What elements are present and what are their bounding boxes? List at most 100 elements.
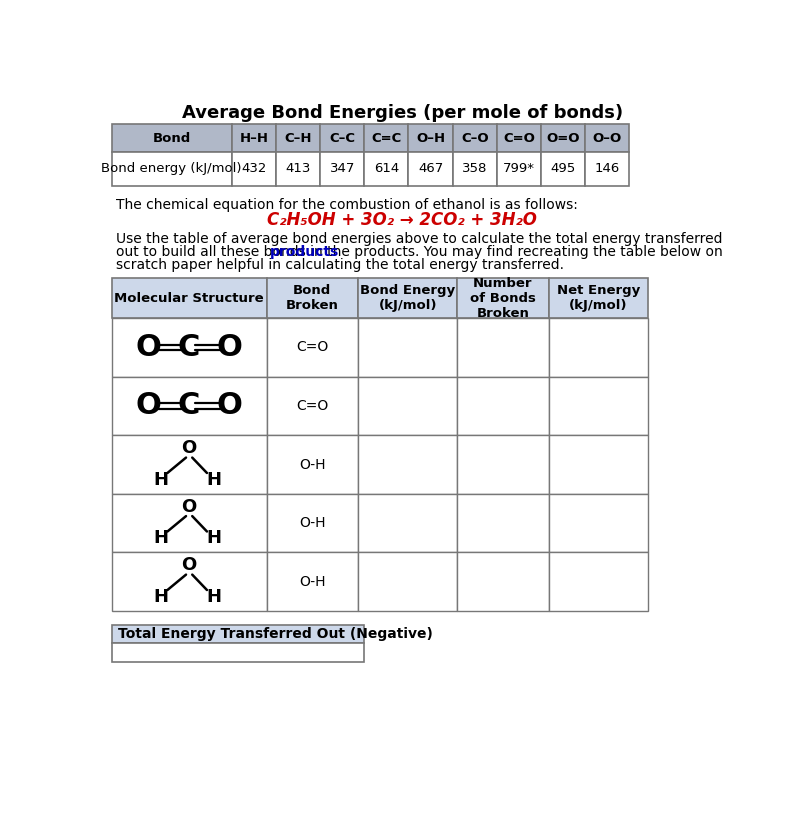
FancyBboxPatch shape — [453, 124, 497, 152]
FancyBboxPatch shape — [458, 435, 549, 494]
Text: C: C — [178, 392, 200, 421]
FancyBboxPatch shape — [112, 377, 266, 435]
FancyBboxPatch shape — [232, 124, 276, 152]
Text: C=O: C=O — [296, 399, 329, 413]
FancyBboxPatch shape — [112, 152, 232, 186]
Text: O: O — [217, 392, 242, 421]
FancyBboxPatch shape — [549, 435, 648, 494]
Text: 467: 467 — [418, 162, 443, 175]
Text: H: H — [153, 471, 168, 489]
Text: C=O: C=O — [503, 132, 535, 145]
Text: O=O: O=O — [546, 132, 580, 145]
Text: Total Energy Transferred Out (Negative): Total Energy Transferred Out (Negative) — [118, 627, 433, 641]
Text: O-H: O-H — [299, 458, 326, 472]
FancyBboxPatch shape — [276, 152, 320, 186]
Text: Use the table of average bond energies above to calculate the total energy trans: Use the table of average bond energies a… — [115, 232, 722, 246]
FancyBboxPatch shape — [409, 152, 453, 186]
Text: C: C — [178, 333, 200, 362]
Text: C=C: C=C — [371, 132, 402, 145]
FancyBboxPatch shape — [112, 278, 266, 319]
Text: 799*: 799* — [503, 162, 535, 175]
FancyBboxPatch shape — [266, 278, 358, 319]
Text: H: H — [153, 588, 168, 606]
FancyBboxPatch shape — [458, 552, 549, 611]
Text: H: H — [153, 529, 168, 547]
FancyBboxPatch shape — [458, 494, 549, 552]
FancyBboxPatch shape — [112, 643, 363, 662]
Text: 146: 146 — [594, 162, 620, 175]
Text: C=O: C=O — [296, 341, 329, 355]
Text: Average Bond Energies (per mole of bonds): Average Bond Energies (per mole of bonds… — [182, 104, 623, 122]
Text: O: O — [217, 333, 242, 362]
Text: O: O — [136, 333, 162, 362]
FancyBboxPatch shape — [364, 124, 409, 152]
FancyBboxPatch shape — [549, 377, 648, 435]
FancyBboxPatch shape — [266, 435, 358, 494]
Text: Bond: Bond — [153, 132, 191, 145]
Text: C–H: C–H — [284, 132, 312, 145]
Text: Bond Energy
(kJ/mol): Bond Energy (kJ/mol) — [360, 284, 455, 312]
Text: O–O: O–O — [593, 132, 622, 145]
FancyBboxPatch shape — [112, 494, 266, 552]
Text: Bond energy (kJ/mol): Bond energy (kJ/mol) — [102, 162, 242, 175]
FancyBboxPatch shape — [585, 152, 630, 186]
FancyBboxPatch shape — [276, 124, 320, 152]
Text: C–C: C–C — [329, 132, 355, 145]
Text: O-H: O-H — [299, 574, 326, 588]
Text: out to build all these bonds in the products. You may find recreating the table : out to build all these bonds in the prod… — [115, 245, 722, 259]
Text: H–H: H–H — [239, 132, 268, 145]
FancyBboxPatch shape — [549, 319, 648, 377]
FancyBboxPatch shape — [497, 124, 541, 152]
FancyBboxPatch shape — [458, 377, 549, 435]
Text: C₂H₅OH + 3O₂ → 2CO₂ + 3H₂O: C₂H₅OH + 3O₂ → 2CO₂ + 3H₂O — [267, 212, 537, 230]
FancyBboxPatch shape — [112, 319, 266, 377]
Text: H: H — [206, 529, 222, 547]
Text: C–O: C–O — [461, 132, 489, 145]
FancyBboxPatch shape — [358, 319, 458, 377]
Text: 358: 358 — [462, 162, 487, 175]
Text: 614: 614 — [374, 162, 399, 175]
Text: Molecular Structure: Molecular Structure — [114, 291, 264, 305]
FancyBboxPatch shape — [453, 152, 497, 186]
FancyBboxPatch shape — [358, 278, 458, 319]
FancyBboxPatch shape — [358, 494, 458, 552]
Text: O: O — [136, 392, 162, 421]
Text: O: O — [182, 439, 197, 458]
FancyBboxPatch shape — [364, 152, 409, 186]
Text: O–H: O–H — [416, 132, 445, 145]
FancyBboxPatch shape — [549, 278, 648, 319]
Text: O: O — [182, 498, 197, 516]
Text: 347: 347 — [330, 162, 355, 175]
Text: H: H — [206, 471, 222, 489]
FancyBboxPatch shape — [358, 435, 458, 494]
FancyBboxPatch shape — [266, 377, 358, 435]
Text: 495: 495 — [550, 162, 576, 175]
FancyBboxPatch shape — [112, 124, 232, 152]
Text: Number
of Bonds
Broken: Number of Bonds Broken — [470, 277, 536, 319]
FancyBboxPatch shape — [585, 124, 630, 152]
FancyBboxPatch shape — [112, 625, 363, 643]
Text: scratch paper helpful in calculating the total energy transferred.: scratch paper helpful in calculating the… — [115, 258, 563, 272]
FancyBboxPatch shape — [497, 152, 541, 186]
FancyBboxPatch shape — [112, 552, 266, 611]
Text: O-H: O-H — [299, 516, 326, 530]
FancyBboxPatch shape — [549, 494, 648, 552]
Text: Net Energy
(kJ/mol): Net Energy (kJ/mol) — [557, 284, 640, 312]
FancyBboxPatch shape — [266, 552, 358, 611]
FancyBboxPatch shape — [320, 124, 364, 152]
Text: The chemical equation for the combustion of ethanol is as follows:: The chemical equation for the combustion… — [115, 198, 578, 212]
FancyBboxPatch shape — [112, 435, 266, 494]
FancyBboxPatch shape — [232, 152, 276, 186]
FancyBboxPatch shape — [266, 494, 358, 552]
Text: Bond
Broken: Bond Broken — [286, 284, 338, 312]
Text: O: O — [182, 556, 197, 574]
FancyBboxPatch shape — [409, 124, 453, 152]
FancyBboxPatch shape — [541, 152, 585, 186]
FancyBboxPatch shape — [358, 377, 458, 435]
Text: H: H — [206, 588, 222, 606]
FancyBboxPatch shape — [266, 319, 358, 377]
FancyBboxPatch shape — [458, 319, 549, 377]
FancyBboxPatch shape — [541, 124, 585, 152]
Text: 432: 432 — [241, 162, 266, 175]
FancyBboxPatch shape — [458, 278, 549, 319]
